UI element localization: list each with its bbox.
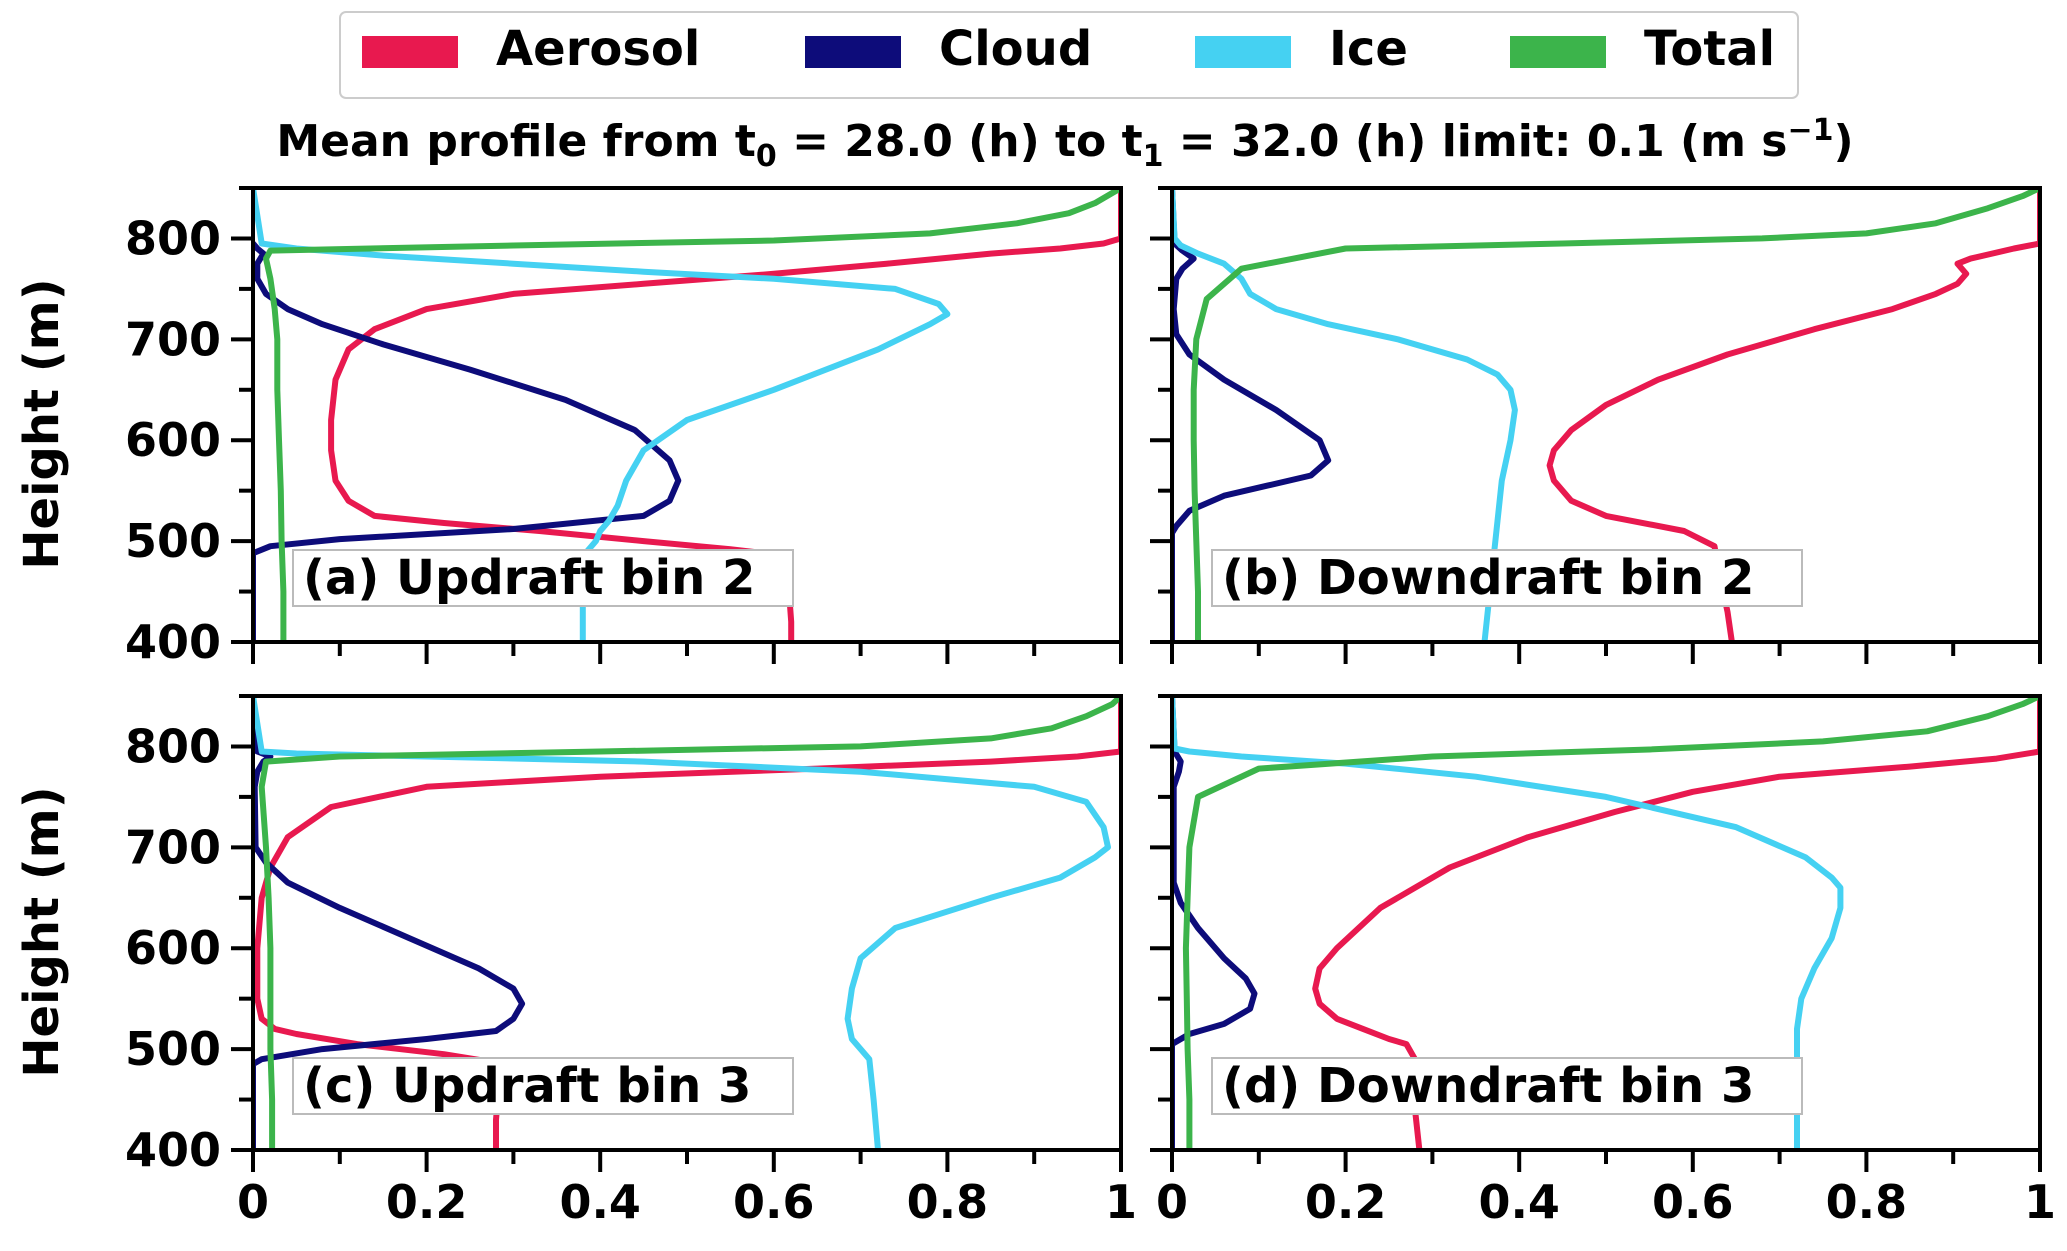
panel-b-series-cloud — [1172, 188, 1332, 642]
y-axis-label-bottom: Height (m) — [14, 786, 70, 1077]
panel-a-series-aerosol — [328, 188, 1121, 642]
legend-label-total: Total — [1644, 21, 1775, 77]
panel-c-xtick-label: 0.6 — [733, 1175, 815, 1229]
panel-a-ytick-label: 700 — [125, 312, 221, 366]
panel-a-ytick-label: 800 — [125, 211, 221, 265]
legend-entry-cloud: Cloud — [805, 21, 1092, 77]
panel-c-ytick-label: 800 — [125, 719, 221, 773]
panel-a-label: (a) Updraft bin 2 — [303, 550, 755, 606]
panel-a-series-ice — [253, 188, 951, 642]
panel-c-ytick-label: 500 — [125, 1022, 221, 1076]
title-sub1: 1 — [1143, 139, 1164, 174]
panel-c-ytick-label: 600 — [125, 921, 221, 975]
panel-d-label-box — [1211, 1057, 1803, 1115]
panel-d-xtick-label: 0.8 — [1826, 1175, 1908, 1229]
legend-label-aerosol: Aerosol — [496, 21, 700, 77]
panel-c: 0 0.2 0.4 0.6 0.8 1 400 500 600 700 800 (c) Updraft… — [125, 694, 1137, 1229]
legend-swatch-cloud — [805, 36, 901, 68]
panel-b: (b) Downdraft bin 2 — [1150, 186, 2042, 664]
legend-swatch-aerosol — [362, 36, 458, 68]
panel-c-xtick-label: 0.4 — [559, 1175, 641, 1229]
title-suffix: = 32.0 (h) limit: 0.1 (m s — [1163, 116, 1787, 167]
title-prefix: Mean profile from t — [276, 116, 756, 167]
panel-a-series-total — [263, 188, 1121, 642]
panel-a-ytick-label: 400 — [125, 615, 221, 669]
legend-entry-aerosol: Aerosol — [362, 21, 700, 77]
y-axis-label-top: Height (m) — [14, 278, 70, 569]
panel-d-xtick-label: 0.4 — [1478, 1175, 1560, 1229]
panel-c-ytick-label: 700 — [125, 820, 221, 874]
panel-b-label-box — [1211, 549, 1803, 607]
panel-c-series-total — [258, 696, 1121, 1150]
legend-label-cloud: Cloud — [939, 21, 1092, 77]
panel-d-xtick-label: 0.6 — [1652, 1175, 1734, 1229]
panel-d-series-total — [1182, 696, 2040, 1150]
title-sup: −1 — [1788, 113, 1834, 148]
panel-a-ytick-label: 500 — [125, 514, 221, 568]
panel-a-label-box — [292, 549, 794, 607]
panel-d-xtick-label: 0.2 — [1305, 1175, 1387, 1229]
panel-d-lines — [1172, 696, 2040, 1150]
panel-b-series-total — [1190, 188, 2040, 642]
legend-entry-ice: Ice — [1195, 21, 1408, 77]
panel-c-series-cloud — [253, 696, 526, 1150]
legend: Aerosol Cloud Ice Total — [339, 11, 1799, 99]
panel-c-xtick-label: 0.8 — [907, 1175, 989, 1229]
panel-c-label-box — [292, 1057, 794, 1115]
legend-swatch-total — [1510, 36, 1606, 68]
panel-d: 0 0.2 0.4 0.6 0.8 1 (d) Downdraft bin 3 — [1150, 694, 2056, 1229]
panel-c-lines — [253, 696, 1121, 1150]
panel-c-ytick-label: 400 — [125, 1123, 221, 1177]
panel-c-xtick-label: 0.2 — [386, 1175, 468, 1229]
panel-a: 400 500 600 700 800 (a) Updraft bin 2 — [125, 186, 1123, 669]
figure-title: Mean profile from t0 = 28.0 (h) to t1 = … — [276, 113, 1853, 174]
panel-c-series-ice — [253, 696, 1111, 1150]
panel-b-label: (b) Downdraft bin 2 — [1222, 550, 1754, 606]
panel-b-lines — [1172, 188, 2040, 642]
panel-b-series-ice — [1172, 188, 1518, 642]
panel-c-xtick-label: 1 — [1105, 1175, 1137, 1229]
panel-a-lines — [253, 188, 1121, 642]
panel-c-xtick-label: 0 — [237, 1175, 269, 1229]
panel-c-label: (c) Updraft bin 3 — [303, 1058, 751, 1114]
panel-d-xtick-label: 0 — [1156, 1175, 1188, 1229]
legend-box — [339, 11, 1799, 99]
title-sub0: 0 — [756, 139, 777, 174]
legend-swatch-ice — [1195, 36, 1291, 68]
panel-b-series-aerosol — [1546, 188, 2040, 642]
legend-label-ice: Ice — [1329, 21, 1408, 77]
title-end: ) — [1834, 116, 1854, 167]
panel-d-series-ice — [1172, 696, 1844, 1150]
panel-a-series-cloud — [253, 240, 682, 642]
panel-d-series-aerosol — [1312, 696, 2040, 1150]
panel-d-xtick-label: 1 — [2024, 1175, 2056, 1229]
panel-a-ytick-label: 600 — [125, 413, 221, 467]
legend-entry-total: Total — [1510, 21, 1775, 77]
panel-d-series-cloud — [1172, 696, 1258, 1150]
title-mid: = 28.0 (h) to t — [777, 116, 1143, 167]
panel-d-label: (d) Downdraft bin 3 — [1222, 1058, 1754, 1114]
